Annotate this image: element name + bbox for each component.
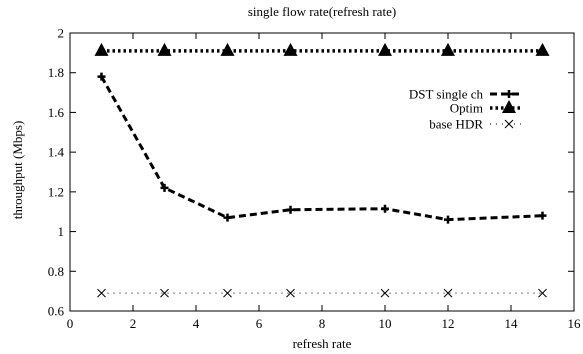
x-tick-label: 16	[568, 316, 582, 331]
legend-label: base HDR	[429, 117, 483, 132]
data-point	[160, 288, 169, 298]
y-tick-label: 0.8	[48, 264, 64, 279]
axes: 0 2 4 6 8 10 12 14 16 0.6 0.8 1 1.2 1.4 1.6 1.8 2	[48, 26, 581, 332]
series-0	[97, 72, 547, 224]
x-tick-label: 0	[67, 316, 74, 331]
data-point	[97, 288, 106, 298]
chart-title: single flow rate(refresh rate)	[248, 4, 396, 19]
legend-marker	[505, 90, 513, 98]
data-point	[380, 288, 390, 298]
legend-marker	[504, 119, 514, 129]
legend-label: DST single ch	[409, 87, 484, 102]
data-point	[443, 288, 453, 298]
y-tick-label: 1.8	[48, 65, 64, 80]
series-2	[97, 288, 547, 298]
x-axis-label: refresh rate	[293, 336, 352, 351]
data-point	[378, 42, 392, 56]
data-point	[94, 42, 109, 56]
data-point	[283, 42, 298, 56]
data-point	[223, 288, 232, 298]
data-point	[538, 211, 547, 220]
data-point	[538, 288, 547, 298]
data-point	[220, 42, 235, 56]
y-tick-label: 1.4	[48, 145, 65, 160]
data-point	[97, 72, 106, 81]
data-point	[286, 288, 295, 298]
series-1	[94, 42, 550, 56]
data-point	[381, 204, 389, 213]
series-layer	[94, 42, 550, 298]
data-point	[444, 215, 452, 224]
data-point	[286, 205, 295, 214]
legend-marker	[502, 100, 516, 113]
x-tick-label: 2	[130, 316, 137, 331]
data-point	[160, 183, 169, 192]
x-tick-label: 10	[379, 316, 392, 331]
data-point	[535, 42, 550, 56]
data-point	[441, 42, 455, 56]
data-point	[223, 213, 232, 222]
x-tick-label: 6	[256, 316, 263, 331]
y-tick-label: 1	[58, 224, 65, 239]
x-tick-label: 8	[319, 316, 326, 331]
y-tick-label: 2	[58, 26, 65, 41]
y-axis-label: throughput (Mbps)	[10, 121, 25, 220]
y-tick-label: 1.2	[48, 184, 64, 199]
x-tick-label: 12	[442, 316, 455, 331]
data-point	[157, 42, 172, 56]
legend-label: Optim	[450, 101, 483, 116]
y-tick-label: 1.6	[48, 105, 65, 120]
x-tick-label: 4	[193, 316, 200, 331]
plot-frame	[69, 32, 575, 312]
y-tick-label: 0.6	[48, 304, 65, 319]
x-tick-label: 14	[505, 316, 519, 331]
